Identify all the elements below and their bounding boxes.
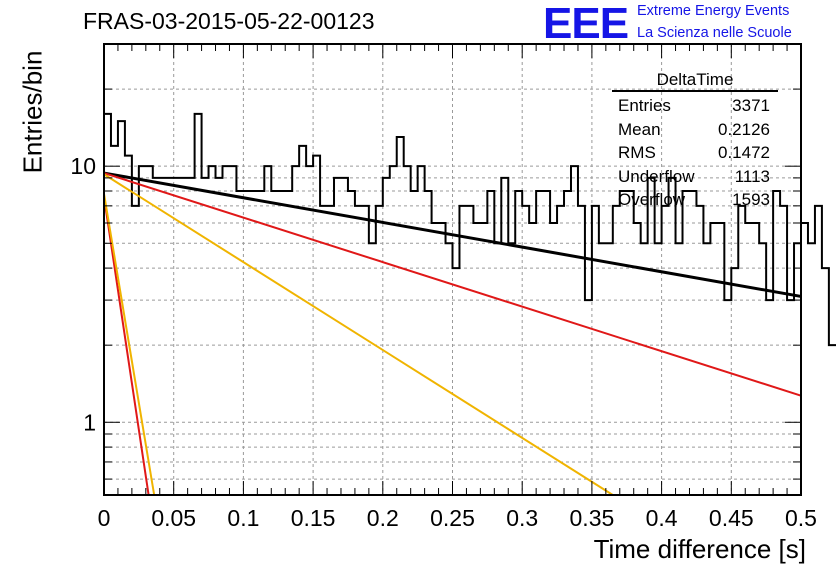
stats-divider xyxy=(612,90,778,92)
x-tick-label: 0.35 xyxy=(570,505,615,531)
fit-curve-0 xyxy=(103,171,802,298)
stats-label: Underflow xyxy=(618,166,695,186)
x-tick-label: 0 xyxy=(98,505,111,531)
x-tick-label: 0.4 xyxy=(646,505,678,531)
fit-curve-1 xyxy=(103,172,802,397)
stats-row-rms: RMS 0.1472 xyxy=(612,141,778,165)
x-tick-label: 0.1 xyxy=(227,505,259,531)
stats-value: 1593 xyxy=(732,190,770,209)
stats-label: Entries xyxy=(618,96,671,115)
stats-label: Overflow xyxy=(618,190,686,209)
chart-title: FRAS-03-2015-05-22-00123 xyxy=(83,8,375,34)
fit-curve-3 xyxy=(103,196,150,496)
stats-label: Mean xyxy=(618,119,661,139)
histogram-outline xyxy=(104,112,836,347)
stats-value: 1113 xyxy=(734,166,770,186)
stats-row-mean: Mean 0.2126 xyxy=(612,118,778,142)
x-tick-label: 0.05 xyxy=(151,505,196,531)
x-tick-label: 0.3 xyxy=(506,505,538,531)
eee-logo: EEE xyxy=(543,0,629,48)
y-tick-label: 1 xyxy=(83,409,96,435)
fit-curve-4 xyxy=(103,193,156,496)
stats-row-underflow: Underflow 1113 xyxy=(612,165,778,189)
stats-row-overflow: Overflow 1593 xyxy=(612,188,778,212)
stats-row-entries: Entries 3371 xyxy=(612,94,778,118)
x-tick-label: 0.2 xyxy=(367,505,399,531)
logo-line-1: Extreme Energy Events xyxy=(637,3,790,19)
x-axis-label: Time difference [s] xyxy=(593,534,806,564)
stats-label: RMS xyxy=(618,143,656,162)
logo-line-2: La Scienza nelle Scuole xyxy=(637,25,792,41)
stats-value: 3371 xyxy=(732,96,770,115)
stats-box: DeltaTime Entries 3371 Mean 0.2126 RMS 0… xyxy=(612,70,778,212)
y-tick-label: 10 xyxy=(70,153,96,179)
x-tick-label: 0.25 xyxy=(430,505,475,531)
stats-value: 0.1472 xyxy=(718,143,770,162)
fit-curve-2 xyxy=(103,173,614,496)
x-tick-label: 0.5 xyxy=(785,505,817,531)
x-tick-label: 0.45 xyxy=(709,505,754,531)
stats-title: DeltaTime xyxy=(656,70,734,89)
stats-value: 0.2126 xyxy=(718,119,770,139)
x-tick-label: 0.15 xyxy=(291,505,336,531)
